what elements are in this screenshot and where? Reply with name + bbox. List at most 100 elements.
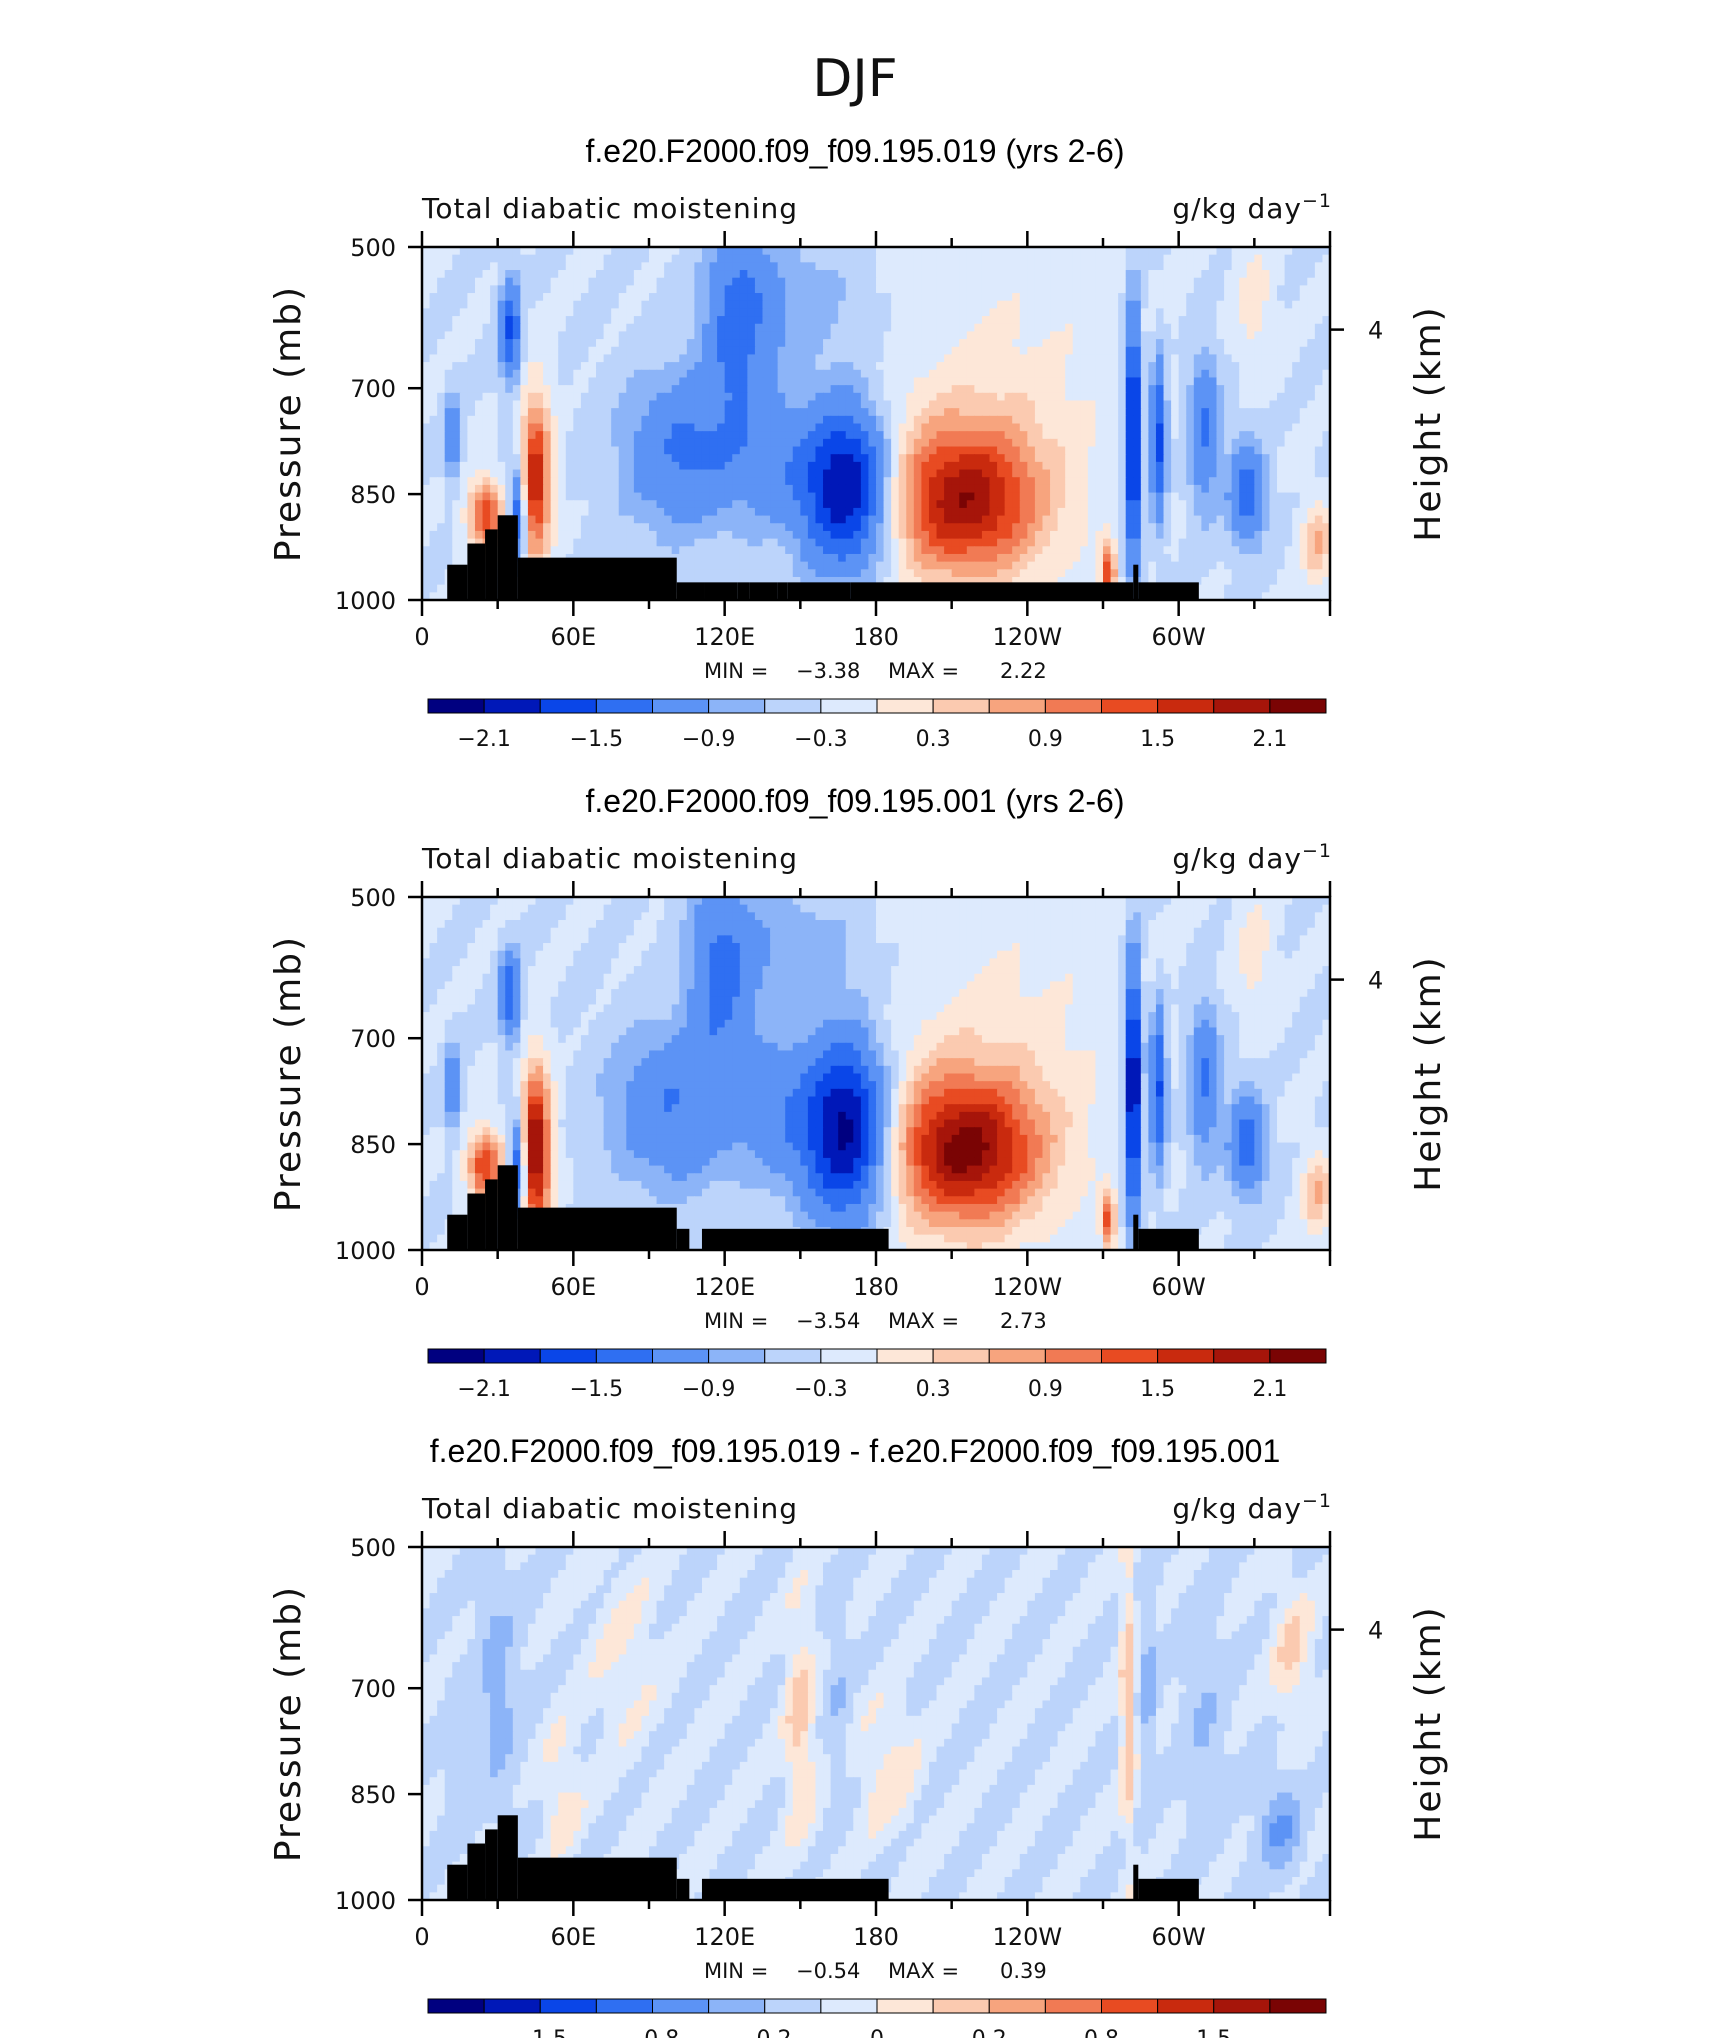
- field-cell: [1216, 408, 1225, 417]
- field-cell: [800, 323, 809, 333]
- field-cell: [762, 438, 771, 448]
- field-cell: [679, 507, 688, 517]
- field-cell: [1110, 400, 1119, 409]
- field-cell: [1133, 477, 1142, 486]
- field-cell: [1065, 400, 1074, 409]
- field-cell: [989, 515, 998, 524]
- field-cell: [754, 492, 764, 501]
- field-cell: [1133, 369, 1142, 379]
- field-cell: [467, 400, 476, 409]
- field-cell: [550, 369, 559, 379]
- field-cell: [1080, 323, 1089, 333]
- field-cell: [1148, 484, 1157, 494]
- field-cell: [770, 277, 779, 286]
- field-cell: [989, 369, 998, 379]
- field-cell: [459, 530, 468, 540]
- field-cell: [936, 270, 945, 279]
- field-cell: [951, 285, 960, 294]
- field-cell: [876, 469, 885, 478]
- field-cell: [664, 385, 673, 394]
- field-cell: [482, 477, 491, 486]
- field-cell: [1087, 277, 1097, 286]
- field-cell: [928, 515, 938, 524]
- field-cell: [535, 438, 544, 448]
- field-cell: [1118, 454, 1127, 463]
- field-cell: [1178, 523, 1187, 532]
- field-cell: [694, 293, 703, 302]
- field-cell: [1087, 247, 1097, 256]
- field-cell: [815, 461, 824, 471]
- field-cell: [709, 477, 718, 486]
- field-cell: [944, 431, 953, 440]
- field-cell: [1277, 530, 1286, 540]
- field-cell: [876, 438, 885, 448]
- field-cell: [1155, 431, 1165, 440]
- field-cell: [944, 400, 953, 409]
- field-cell: [944, 408, 953, 417]
- field-cell: [1019, 392, 1028, 402]
- field-cell: [1254, 469, 1263, 478]
- field-cell: [724, 461, 733, 471]
- field-cell: [1239, 431, 1248, 440]
- field-cell: [853, 385, 862, 394]
- field-cell: [1246, 469, 1255, 478]
- field-cell: [792, 515, 801, 524]
- field-cell: [1155, 515, 1165, 524]
- field-cell: [1080, 530, 1089, 540]
- field-cell: [1133, 293, 1142, 302]
- field-cell: [626, 293, 635, 302]
- field-cell: [603, 500, 612, 509]
- field-cell: [1261, 323, 1271, 333]
- field-cell: [724, 446, 733, 455]
- field-cell: [573, 331, 582, 340]
- field-cell: [1034, 408, 1044, 417]
- field-cell: [1034, 438, 1044, 448]
- field-cell: [951, 515, 960, 524]
- field-cell: [1004, 553, 1013, 563]
- field-cell: [1125, 438, 1134, 448]
- field-cell: [633, 308, 643, 317]
- field-cell: [1004, 277, 1013, 286]
- field-cell: [1299, 523, 1308, 532]
- field-cell: [770, 415, 779, 425]
- field-cell: [1201, 469, 1210, 478]
- field-cell: [1193, 477, 1202, 486]
- field-cell: [664, 300, 673, 309]
- field-cell: [1224, 247, 1233, 256]
- field-cell: [641, 446, 650, 455]
- field-cell: [618, 431, 627, 440]
- field-cell: [777, 446, 786, 455]
- field-cell: [588, 316, 597, 325]
- field-cell: [459, 331, 468, 340]
- field-cell: [1087, 369, 1097, 379]
- field-cell: [891, 316, 900, 325]
- field-cell: [845, 308, 854, 317]
- field-cell: [1284, 461, 1293, 471]
- field-cell: [830, 423, 839, 432]
- field-cell: [815, 515, 824, 524]
- field-cell: [429, 408, 438, 417]
- field-cell: [550, 454, 559, 463]
- field-cell: [603, 530, 612, 540]
- field-cell: [717, 438, 726, 448]
- field-cell: [1261, 515, 1271, 524]
- field-cell: [1254, 254, 1263, 263]
- field-cell: [596, 400, 605, 409]
- field-cell: [1299, 300, 1308, 309]
- field-cell: [1050, 492, 1059, 501]
- field-cell: [1148, 538, 1157, 547]
- field-cell: [1284, 469, 1293, 478]
- field-cell: [913, 553, 922, 563]
- field-cell: [543, 285, 552, 294]
- field-cell: [1307, 354, 1316, 363]
- field-cell: [974, 415, 983, 425]
- field-cell: [966, 431, 975, 440]
- field-cell: [1050, 515, 1059, 524]
- field-cell: [633, 423, 643, 432]
- field-cell: [1231, 530, 1240, 540]
- field-cell: [1042, 293, 1051, 302]
- field-cell: [906, 408, 915, 417]
- field-cell: [679, 415, 688, 425]
- field-cell: [633, 492, 643, 501]
- field-cell: [981, 461, 991, 471]
